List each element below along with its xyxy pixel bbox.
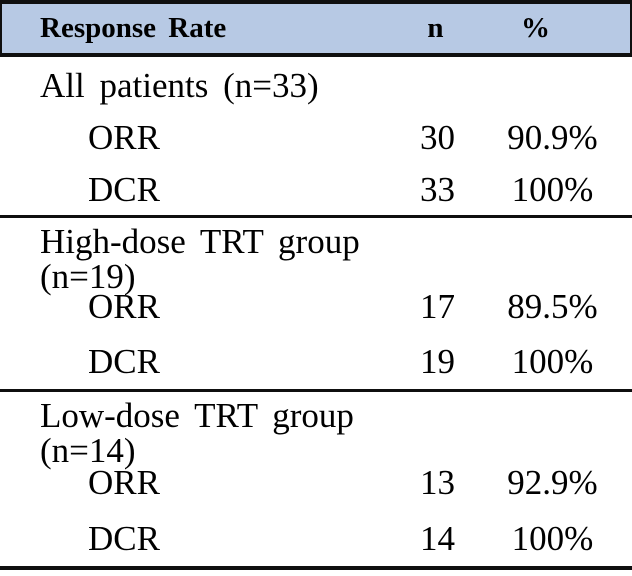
row-n-value: 19 — [420, 342, 455, 381]
header-n: n — [427, 12, 444, 44]
table-row: ORR 30 90.9% — [0, 111, 632, 163]
row-n-value: 13 — [420, 462, 455, 502]
section-low-dose: Low-dose TRT group (n=14) ORR 13 92.9% D… — [0, 392, 632, 570]
section-high-dose: High-dose TRT group (n=19) ORR 17 89.5% … — [0, 218, 632, 392]
group-title-row: High-dose TRT group (n=19) — [0, 224, 632, 294]
row-pct-value: 90.9% — [507, 117, 598, 157]
header-response-rate: Response Rate — [40, 12, 227, 44]
group-title-row: All patients (n=33) — [0, 59, 632, 111]
row-label: DCR — [88, 169, 160, 209]
row-pct-value: 92.9% — [507, 462, 598, 502]
row-pct-value: 100% — [511, 169, 594, 209]
row-pct-value: 100% — [511, 342, 594, 381]
section-all-patients: All patients (n=33) ORR 30 90.9% DCR 33 … — [0, 57, 632, 218]
group-title-row: Low-dose TRT group (n=14) — [0, 398, 632, 468]
table-header-row: Response Rate n % — [0, 0, 632, 57]
row-n-value: 17 — [420, 287, 455, 326]
row-pct-value: 100% — [511, 518, 594, 558]
table-row: DCR 14 100% — [0, 510, 632, 566]
row-label: ORR — [88, 287, 160, 326]
table-row: ORR 13 92.9% — [0, 454, 632, 510]
table-row: DCR 33 100% — [0, 163, 632, 215]
header-percent: % — [521, 12, 550, 44]
row-label: ORR — [88, 462, 160, 502]
table-row: DCR 19 100% — [0, 334, 632, 389]
row-label: DCR — [88, 342, 160, 381]
row-n-value: 30 — [420, 117, 455, 157]
group-title: High-dose TRT group (n=19) — [40, 222, 360, 296]
row-n-value: 14 — [420, 518, 455, 558]
table-row: ORR 17 89.5% — [0, 279, 632, 334]
row-label: DCR — [88, 518, 160, 558]
row-label: ORR — [88, 117, 160, 157]
group-title: Low-dose TRT group (n=14) — [40, 396, 354, 470]
group-title: All patients (n=33) — [40, 65, 319, 105]
row-pct-value: 89.5% — [507, 287, 598, 326]
row-n-value: 33 — [420, 169, 455, 209]
